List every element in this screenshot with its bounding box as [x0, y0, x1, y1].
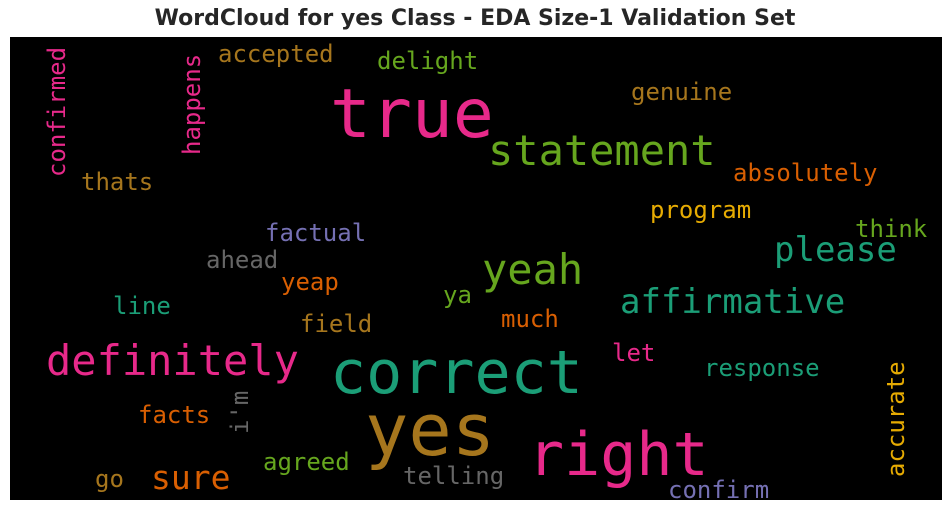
word-think: think — [855, 215, 928, 243]
word-facts: facts — [138, 401, 211, 429]
word-agreed: agreed — [263, 448, 350, 476]
word-line: line — [113, 292, 171, 320]
word-factual: factual — [265, 219, 367, 247]
word-statement: statement — [488, 126, 716, 175]
word-ya: ya — [443, 281, 472, 309]
word-go: go — [95, 465, 124, 493]
word-cloud: true statement yeah please affirmative d… — [10, 37, 942, 500]
word-yes: yes — [365, 388, 496, 472]
word-much: much — [501, 305, 559, 333]
word-response: response — [704, 354, 820, 382]
word-affirmative: affirmative — [620, 282, 846, 322]
word-accurate: accurate — [882, 361, 910, 477]
chart-title: WordCloud for yes Class - EDA Size-1 Val… — [154, 6, 796, 31]
word-sure: sure — [151, 458, 231, 497]
word-please: please — [774, 230, 897, 270]
word-absolutely: absolutely — [733, 159, 878, 187]
word-right: right — [528, 420, 709, 490]
word-genuine: genuine — [631, 78, 733, 106]
word-accepted: accepted — [218, 40, 334, 68]
word-yeah: yeah — [482, 245, 584, 294]
word-field: field — [300, 310, 373, 338]
word-true: true — [330, 75, 494, 154]
word-correct: correct — [330, 338, 583, 408]
word-delight: delight — [377, 47, 479, 75]
word-confirmed: confirmed — [43, 46, 71, 177]
word-telling: telling — [403, 462, 505, 490]
word-thats: thats — [81, 168, 154, 196]
word-happens: happens — [178, 53, 206, 155]
word-yeap: yeap — [281, 268, 339, 296]
word-ahead: ahead — [206, 246, 279, 274]
word-definitely: definitely — [46, 336, 299, 385]
word-program: program — [650, 196, 752, 224]
word-im: i'm — [226, 390, 254, 434]
word-let: let — [612, 339, 656, 367]
word-confirm: confirm — [668, 476, 770, 500]
